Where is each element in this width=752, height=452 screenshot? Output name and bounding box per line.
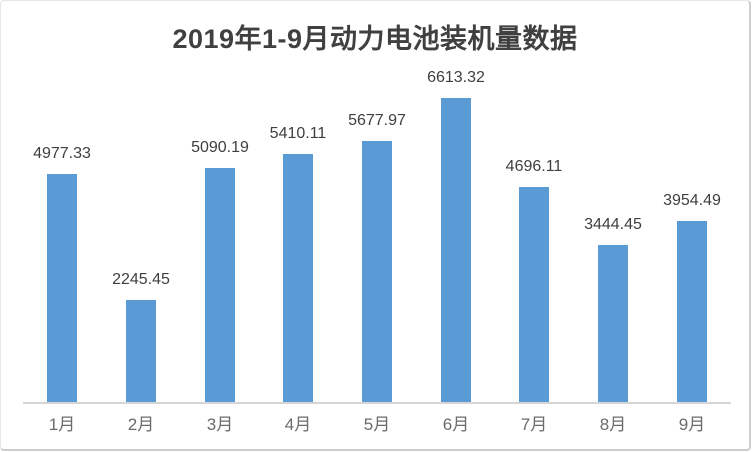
bar-value-label: 5410.11 [269,125,327,142]
bar-value-label: 3954.49 [663,192,721,209]
bar-value-label: 3444.45 [584,216,642,233]
x-axis-label: 3月 [206,415,234,434]
x-axis-label: 7月 [520,415,548,434]
x-axis-label: 4月 [284,415,312,434]
bar-5月 [362,141,392,404]
bar-3月 [205,168,235,404]
bar-2月 [126,300,156,404]
x-axis-label: 1月 [48,415,76,434]
bar-value-label: 5677.97 [348,112,406,129]
bar-value-label: 4696.11 [505,158,563,175]
bar-6月 [441,98,471,404]
bar-4月 [283,154,313,404]
bar-9月 [677,221,707,404]
x-axis-label: 8月 [599,415,627,434]
bar-value-label: 6613.32 [427,69,485,86]
x-axis-label: 6月 [442,415,470,434]
bar-1月 [47,174,77,404]
plot-area: 4977.33 2245.45 5090.19 5410.11 5677.97 6613.… [23,69,731,404]
bar-value-label: 2245.45 [112,271,170,288]
x-axis-labels: 1月 2月 3月 4月 5月 6月 7月 8月 9月 [23,413,731,439]
x-axis-label: 2月 [127,415,155,434]
x-axis-label: 5月 [363,415,391,434]
bar-value-label: 4977.33 [33,145,91,162]
bar-value-label: 5090.19 [191,139,249,156]
x-axis-line [23,402,731,404]
bar-7月 [519,187,549,404]
bar-8月 [598,245,628,404]
chart-title: 2019年1-9月动力电池装机量数据 [172,24,578,54]
x-axis-label: 9月 [678,415,706,434]
